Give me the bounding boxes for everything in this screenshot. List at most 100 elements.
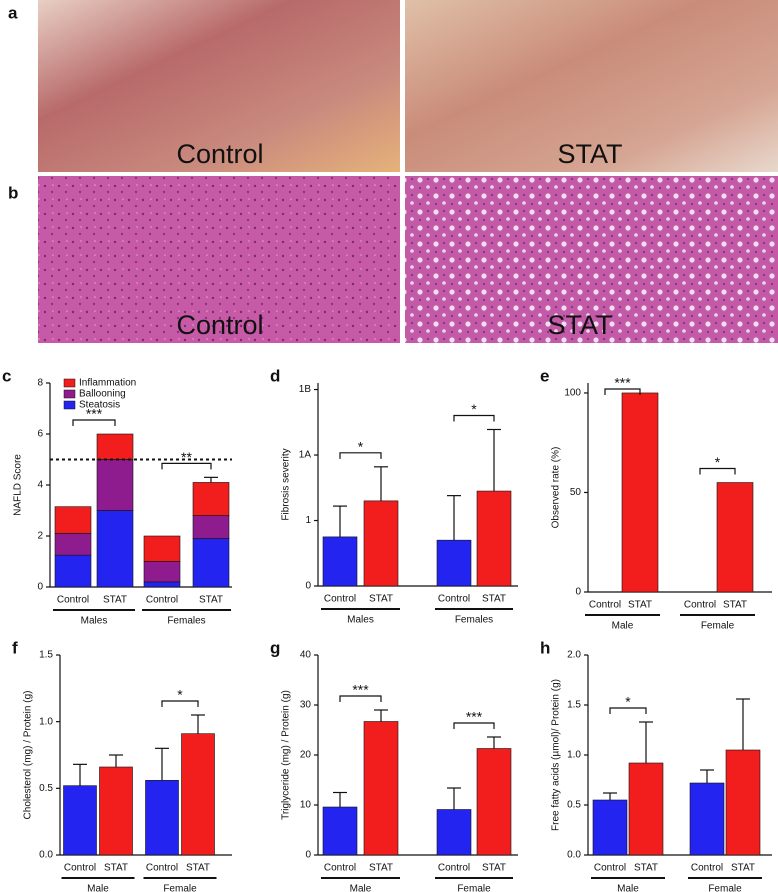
group-label: Female — [701, 621, 735, 632]
x-tick-label: STAT — [482, 863, 506, 874]
panel-label: e — [540, 366, 549, 385]
bar — [181, 733, 215, 856]
y-tick-label: 8 — [37, 378, 43, 389]
bar-segment — [96, 459, 134, 511]
panel-label: h — [540, 638, 550, 657]
bar — [363, 500, 399, 587]
bar — [592, 799, 628, 856]
group-label: Female — [457, 884, 491, 892]
significance-bracket — [72, 419, 116, 426]
significance-bracket — [161, 700, 199, 707]
group-label: Female — [163, 884, 197, 892]
bar-segment — [192, 482, 230, 516]
photo-caption: STAT — [558, 139, 623, 169]
y-tick-label: 1A — [299, 450, 312, 461]
y-tick-label: 20 — [300, 750, 312, 761]
x-tick-label: Control — [684, 600, 716, 611]
group-label: Male — [612, 621, 634, 632]
y-tick-label: 30 — [300, 700, 312, 711]
significance-bracket — [453, 722, 495, 729]
photo-stat — [405, 0, 778, 172]
photo-caption: Control — [176, 139, 263, 169]
panel-label: f — [12, 638, 18, 657]
bar — [322, 806, 358, 856]
y-tick-label: 40 — [300, 650, 312, 661]
bar-segment — [143, 535, 181, 562]
y-tick-label: 100 — [564, 388, 581, 399]
photo-caption: STAT — [548, 310, 613, 340]
significance-label: * — [177, 687, 183, 703]
significance-label: * — [715, 454, 721, 470]
y-tick-label: 1B — [299, 384, 312, 395]
y-tick-label: 0 — [305, 850, 311, 861]
bar — [145, 780, 179, 856]
x-tick-label: STAT — [723, 600, 747, 611]
x-tick-label: Control — [64, 863, 96, 874]
x-tick-label: Control — [589, 600, 621, 611]
panel-label: c — [2, 366, 11, 385]
y-tick-label: 0 — [37, 582, 43, 593]
significance-bracket — [699, 467, 736, 475]
significance-label: * — [358, 439, 364, 455]
group-label: Females — [167, 616, 205, 627]
bar-segment — [54, 554, 92, 588]
y-tick-label: 2 — [37, 531, 43, 542]
y-tick-label: 2.0 — [567, 650, 581, 661]
significance-bracket — [604, 388, 641, 395]
significance-label: *** — [614, 375, 631, 391]
legend-label: Ballooning — [79, 389, 126, 400]
x-tick-label: Control — [57, 595, 89, 606]
bar-segment — [192, 515, 230, 539]
bar-segment — [143, 561, 181, 583]
photo-control — [38, 0, 400, 172]
y-axis-label: NAFLD Score — [13, 454, 24, 516]
bar-segment — [54, 506, 92, 534]
y-tick-label: 0.0 — [567, 850, 581, 861]
panel-label: a — [8, 3, 18, 22]
histology-control — [38, 176, 400, 343]
y-tick-label: 1 — [305, 515, 311, 526]
significance-label: * — [625, 694, 631, 710]
significance-label: * — [471, 401, 477, 417]
x-tick-label: Control — [146, 595, 178, 606]
y-tick-label: 4 — [37, 480, 43, 491]
x-tick-label: STAT — [731, 863, 755, 874]
bar — [716, 482, 754, 593]
x-tick-label: Control — [691, 863, 723, 874]
significance-label: *** — [86, 406, 103, 422]
significance-bracket — [453, 414, 495, 422]
y-tick-label: 50 — [570, 487, 582, 498]
bar-segment — [192, 538, 230, 588]
significance-bracket — [609, 707, 647, 714]
bar — [476, 748, 512, 856]
group-label: Females — [455, 615, 493, 626]
y-tick-label: 0.5 — [567, 800, 581, 811]
legend-label: Steatosis — [79, 400, 120, 411]
group-label: Male — [617, 884, 639, 892]
bar — [436, 539, 472, 587]
y-tick-label: 6 — [37, 429, 43, 440]
bar — [63, 785, 97, 856]
legend-swatch — [63, 378, 76, 388]
bar-segment — [54, 533, 92, 556]
group-label: Male — [87, 884, 109, 892]
significance-label: *** — [352, 682, 369, 698]
significance-label: ** — [181, 449, 192, 465]
x-tick-label: STAT — [482, 594, 506, 605]
panel-label: g — [270, 638, 280, 657]
significance-bracket — [339, 452, 382, 459]
x-tick-label: STAT — [186, 863, 210, 874]
group-label: Males — [347, 615, 374, 626]
group-label: Males — [81, 616, 108, 627]
bar — [363, 721, 399, 856]
histology-stat — [405, 176, 778, 343]
y-tick-label: 1.5 — [567, 700, 581, 711]
y-axis-label: Triglyceride (mg) / Protein (g) — [281, 690, 292, 820]
x-tick-label: Control — [324, 863, 356, 874]
bar — [621, 392, 659, 593]
legend-label: Inflammation — [79, 378, 136, 389]
x-tick-label: Control — [324, 594, 356, 605]
panel-label: b — [8, 183, 18, 202]
bar-segment — [96, 510, 134, 588]
